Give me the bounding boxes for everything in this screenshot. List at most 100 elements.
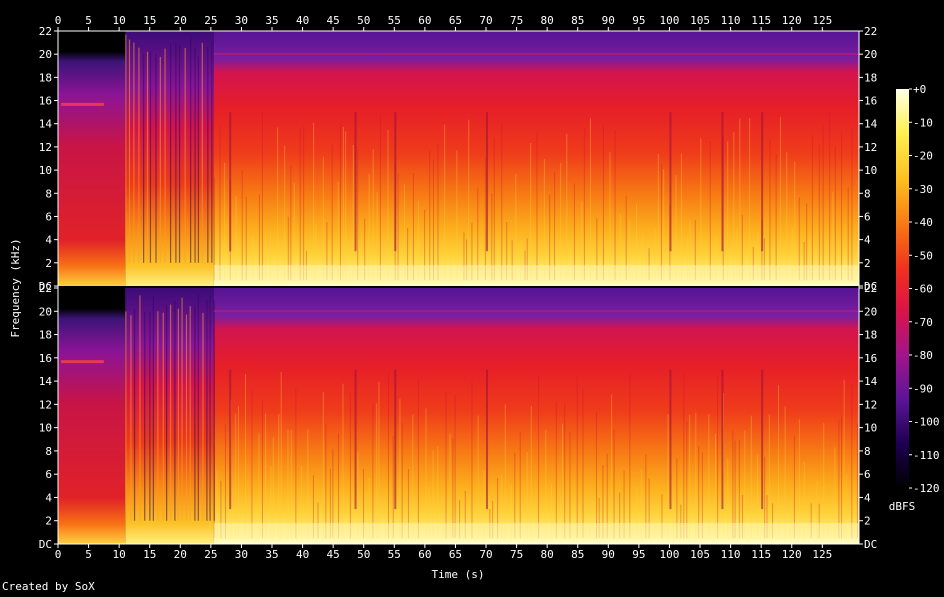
texture-streak: [749, 118, 751, 281]
texture-streak: [689, 414, 691, 539]
y-tick-label: 4: [864, 234, 871, 247]
x-tick-label: 85: [571, 14, 584, 27]
texture-streak: [287, 429, 289, 539]
x-tick-label: 70: [479, 14, 492, 27]
texture-streak: [213, 177, 215, 281]
texture-streak: [325, 423, 327, 539]
texture-streak: [530, 143, 532, 281]
channel-2-panel: [58, 288, 859, 544]
texture-streak: [365, 493, 367, 539]
x-tick-label: 75: [510, 548, 523, 561]
x-tick-label: 105: [690, 14, 710, 27]
transient-streak: [139, 295, 141, 521]
x-tick-label: 90: [602, 14, 615, 27]
texture-streak: [841, 131, 843, 281]
texture-streak: [589, 118, 591, 281]
transient-streak: [138, 47, 140, 263]
x-tick-label: 25: [204, 548, 217, 561]
x-tick-label: 0: [55, 548, 62, 561]
texture-streak: [463, 232, 465, 281]
transient-streak: [157, 311, 159, 521]
y-tick-label: 22: [39, 282, 52, 295]
x-tick-label: 55: [388, 548, 401, 561]
transient-streak: [133, 42, 135, 263]
texture-streak: [322, 391, 324, 539]
x-tick-label: 15: [143, 548, 156, 561]
texture-streak: [511, 240, 513, 281]
texture-streak: [403, 184, 405, 281]
texture-streak: [392, 436, 394, 539]
texture-streak: [313, 122, 315, 281]
intro-segment: [58, 288, 126, 544]
texture-streak: [432, 159, 434, 281]
dip-streak: [394, 369, 397, 510]
texture-streak: [464, 490, 466, 539]
y-tick-label: 4: [864, 491, 871, 504]
texture-streak: [235, 196, 237, 281]
texture-streak: [261, 400, 263, 539]
texture-streak: [417, 379, 419, 539]
texture-streak: [293, 183, 295, 281]
texture-streak: [803, 461, 805, 539]
transient-streak: [206, 299, 208, 521]
x-tick-label: 85: [571, 548, 584, 561]
texture-streak: [510, 483, 512, 539]
texture-streak: [372, 402, 374, 539]
texture-streak: [278, 413, 280, 539]
texture-streak: [235, 413, 237, 539]
texture-streak: [538, 374, 540, 539]
transient-streak: [149, 51, 152, 263]
texture-streak: [703, 243, 705, 281]
y-tick-label: 16: [39, 95, 52, 108]
texture-streak: [810, 503, 812, 539]
transient-streak: [178, 44, 181, 263]
texture-streak: [727, 458, 729, 539]
texture-streak: [491, 193, 493, 281]
texture-streak: [779, 116, 781, 281]
colorbar-tick-label: -40: [913, 216, 933, 229]
texture-streak: [769, 138, 771, 281]
channel-plots: [58, 31, 860, 544]
colorbar-tick-label: -10: [913, 116, 933, 129]
texture-streak: [412, 414, 414, 539]
texture-streak: [349, 392, 351, 539]
texture-streak: [606, 453, 608, 539]
x-tick-label: 45: [327, 548, 340, 561]
x-tick-label: 80: [541, 548, 554, 561]
texture-streak: [387, 371, 389, 539]
texture-streak: [407, 228, 409, 281]
transient-streak: [144, 311, 146, 521]
texture-streak: [287, 216, 289, 281]
y-tick-label: 2: [864, 515, 871, 528]
dip-streak: [354, 369, 357, 510]
texture-streak: [277, 127, 279, 281]
texture-streak: [337, 181, 339, 281]
texture-streak: [493, 138, 495, 281]
transient-streak: [201, 42, 203, 263]
x-tick-label: 65: [449, 548, 462, 561]
texture-streak: [357, 452, 359, 539]
texture-streak: [583, 128, 585, 281]
texture-streak: [811, 134, 813, 281]
dip-streak: [669, 369, 672, 510]
texture-streak: [645, 454, 647, 539]
texture-streak: [220, 480, 222, 539]
dip-streak: [721, 369, 724, 510]
texture-streak: [816, 480, 818, 539]
texture-streak: [845, 474, 847, 539]
texture-streak: [555, 401, 557, 539]
y-tick-label: 20: [864, 305, 877, 318]
texture-streak: [841, 416, 843, 539]
texture-streak: [763, 238, 765, 281]
dip-streak: [761, 369, 764, 510]
y-tick-label: DC: [39, 280, 52, 293]
dense-segment: [213, 288, 859, 544]
y-tick-label: 14: [864, 375, 878, 388]
colorbar-gradient: [896, 89, 909, 488]
texture-streak: [680, 504, 682, 539]
texture-streak: [477, 187, 479, 281]
texture-streak: [492, 500, 494, 539]
texture-streak: [387, 129, 389, 281]
x-tick-label: 5: [85, 14, 92, 27]
y-tick-label: 16: [39, 352, 52, 365]
